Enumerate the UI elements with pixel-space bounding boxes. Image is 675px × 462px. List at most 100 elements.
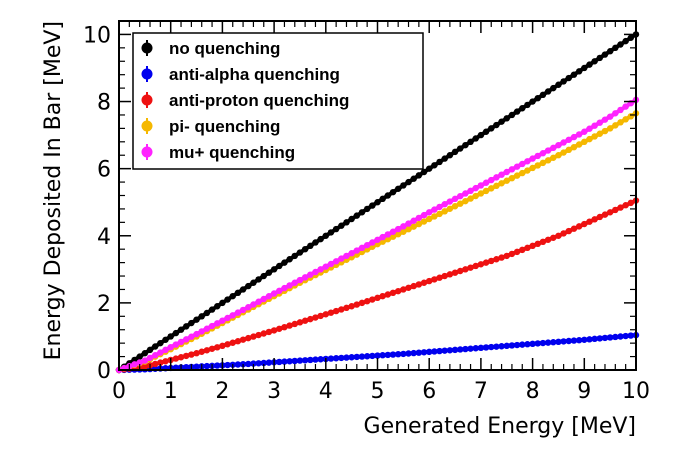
data-point [555,232,562,239]
data-point [270,327,278,334]
data-point [183,336,190,343]
data-point [488,343,495,351]
data-point [312,356,319,363]
legend-label: pi- quenching [169,117,280,136]
data-point [441,208,448,215]
data-point [358,353,366,360]
data-point [586,61,593,68]
data-point [198,328,205,335]
data-point [529,340,536,348]
data-point [312,314,319,321]
data-point [312,239,319,246]
data-point [534,162,541,169]
data-point [410,223,417,230]
data-point [203,309,211,317]
data-point [301,357,309,364]
data-point [426,215,433,223]
data-point [581,220,588,228]
data-point [327,355,335,362]
data-point [146,346,154,354]
data-point [348,354,355,361]
data-point [260,359,267,367]
data-point [498,118,505,125]
data-point [508,174,516,182]
data-point [374,199,381,206]
data-point [281,259,288,266]
data-point [224,341,231,348]
data-point [570,71,578,78]
data-point [488,185,495,192]
data-point [214,320,221,327]
data-point [539,159,547,167]
data-point [477,190,485,197]
data-point [451,148,459,156]
data-point [265,359,273,366]
x-tick-label: 8 [526,379,540,404]
data-point [591,335,598,343]
data-point [544,147,552,154]
data-point [446,271,454,278]
data-point [420,279,428,286]
data-point [441,272,448,280]
data-point [172,355,180,362]
data-point [307,315,314,323]
data-point [627,199,635,207]
data-point [234,309,242,316]
data-point [286,322,293,329]
data-point [560,78,567,85]
data-point [301,274,309,281]
data-point [317,312,324,320]
data-point [286,256,293,263]
data-point [369,352,376,360]
data-point [513,341,521,349]
data-point [332,355,340,362]
data-point [405,284,412,291]
data-point [436,347,443,355]
data-point [307,271,314,278]
data-point [363,241,371,249]
data-point [596,119,604,126]
data-point [265,293,273,300]
data-point [250,279,257,286]
data-point [394,185,402,192]
legend-label: anti-alpha quenching [169,65,340,84]
data-point [477,261,485,268]
data-point [131,361,138,368]
data-point [353,247,361,254]
data-point [400,223,407,230]
data-point [255,298,262,305]
data-point [606,48,614,55]
data-point [214,344,221,351]
data-point [348,250,355,257]
data-point [162,346,169,354]
x-axis-title: Generated Energy [MeV] [364,414,636,439]
data-point [183,352,190,360]
data-point [188,333,195,340]
data-point [400,350,407,358]
x-tick-label: 10 [622,379,650,404]
data-point [281,358,288,365]
data-point [296,249,304,256]
data-point [457,267,464,275]
data-point [467,264,474,271]
data-point [436,203,443,211]
data-point [291,279,298,286]
data-point [570,225,578,232]
data-point [353,301,361,308]
data-point [188,319,195,327]
data-point [586,336,593,343]
data-point [431,162,438,169]
x-tick-label: 2 [215,379,229,404]
data-point [560,230,567,237]
data-point [229,312,236,319]
data-point [203,325,211,332]
data-point [405,178,412,186]
data-point [374,294,381,302]
data-point [338,222,345,229]
data-point [488,257,495,265]
data-point [544,339,552,346]
data-point [529,98,536,105]
series-layer [115,31,640,374]
data-point [524,244,531,252]
data-point [332,258,340,265]
